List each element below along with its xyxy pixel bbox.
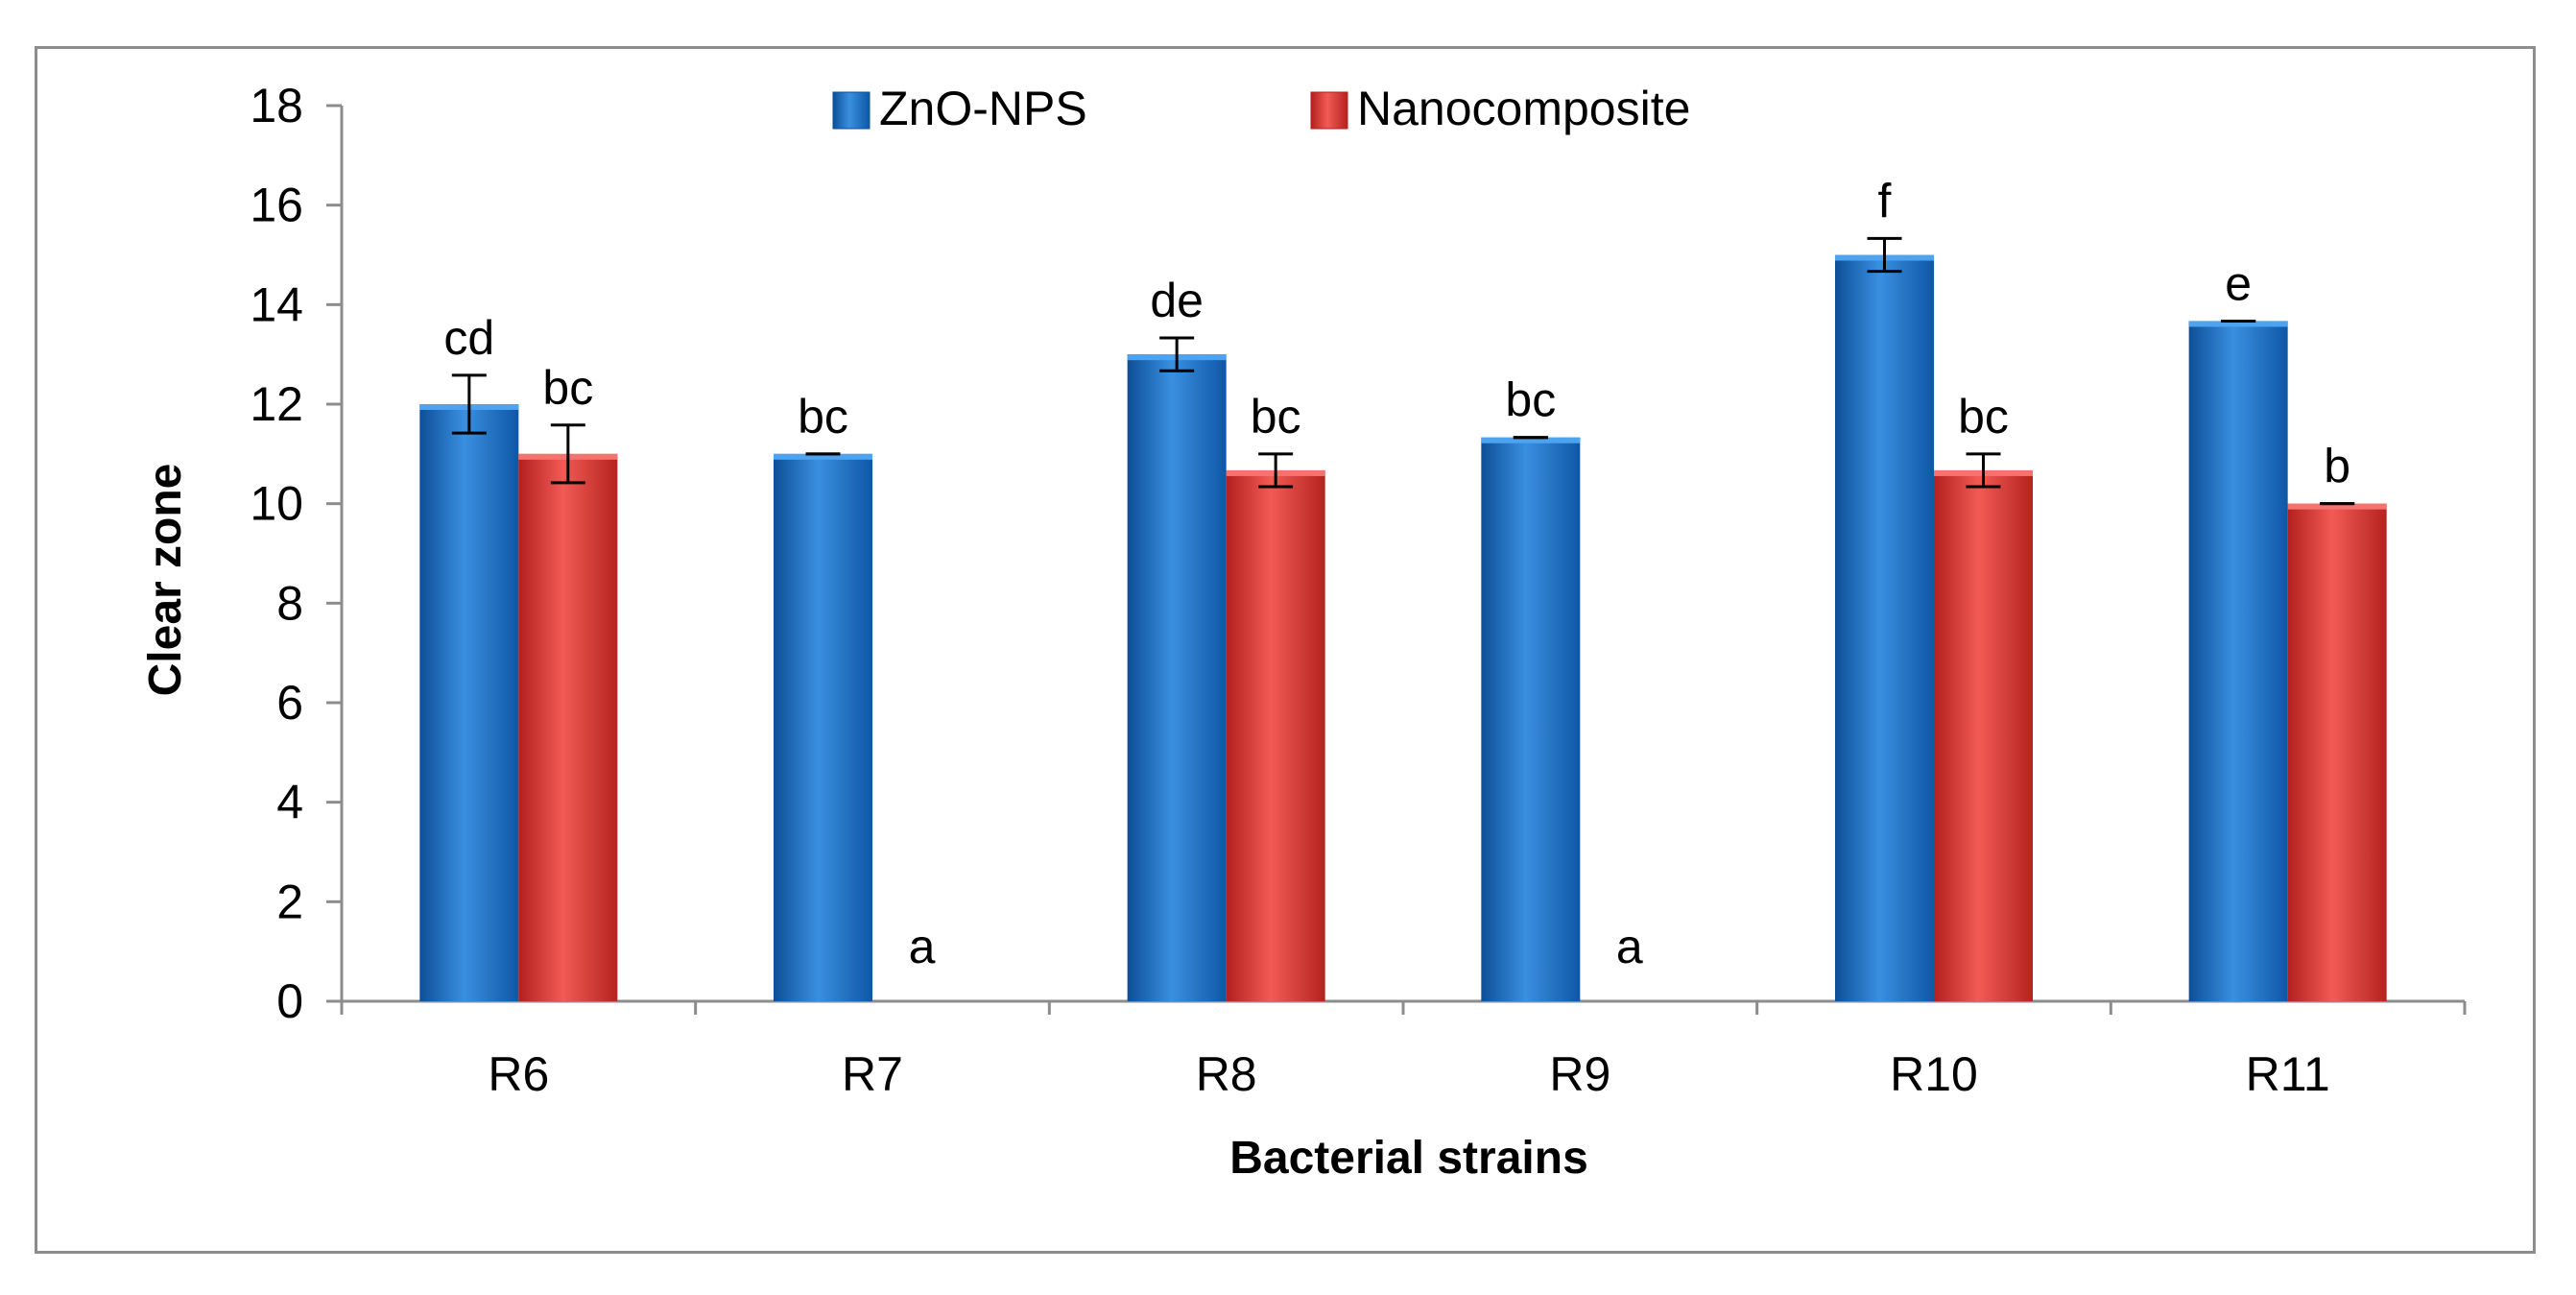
bars [419,236,2387,1002]
significance-letter: a [1616,920,1643,973]
bar-cap [2287,503,2387,510]
x-tick-label: R10 [1890,1047,1978,1101]
legend-label-znonps: ZnO-NPS [879,82,1087,135]
y-tick-label: 14 [250,277,303,331]
x-tick-label: R8 [1196,1047,1257,1101]
x-tick-label: R6 [488,1047,549,1101]
y-tick-label: 0 [276,974,303,1028]
bar-cap [1481,437,1581,444]
bar-znonps-r6 [419,404,519,1001]
legend-label-nanocomposite: Nanocomposite [1357,82,1690,135]
y-tick-label: 4 [276,776,303,829]
significance-letter: de [1150,274,1204,327]
bar-nanocomposite-r8 [1226,469,1325,1001]
legend-swatch-znonps [832,91,871,130]
significance-letter: cd [443,311,494,365]
significance-letter: bc [1251,390,1301,444]
legend-swatch-nanocomposite [1310,91,1348,130]
x-tick-label: R9 [1549,1047,1610,1101]
significance-letter: e [2225,256,2252,310]
x-tick-label: R7 [842,1047,903,1101]
bar-znonps-r7 [774,453,872,1001]
legend: ZnO-NPS Nanocomposite [832,82,1690,135]
bar-znonps-r8 [1127,354,1227,1002]
y-tick-label: 12 [250,377,303,431]
y-axis-title: Clear zone [140,464,191,697]
bar-cap [2188,321,2288,327]
y-tick-label: 18 [250,79,303,132]
bar-znonps-r11 [2188,321,2288,1001]
bar-nanocomposite-r6 [518,453,618,1001]
y-tick-label: 6 [276,676,303,730]
y-tick-label: 2 [276,875,303,928]
significance-letter: bc [1505,373,1556,427]
bar-nanocomposite-r11 [2287,503,2387,1001]
axes: 0 2 4 6 8 10 12 14 16 18 [250,79,2467,1028]
bar-znonps-r9 [1481,437,1581,1001]
bar-znonps-r10 [1835,254,1934,1001]
bar-nanocomposite-r10 [1934,469,2033,1001]
y-tick-label: 10 [250,477,303,531]
y-tick-label: 16 [250,179,303,232]
x-axis-title: Bacterial strains [1229,1133,1588,1184]
significance-letter: bc [1958,390,2009,444]
x-tick-label: R11 [2246,1047,2330,1101]
y-tick-label: 8 [276,576,303,630]
significance-letter: bc [542,361,593,415]
significance-letter: bc [798,390,848,444]
bar-cap [774,453,872,460]
significance-letter: a [909,920,936,973]
significance-letter: b [2324,440,2350,493]
significance-letter: f [1878,174,1892,228]
